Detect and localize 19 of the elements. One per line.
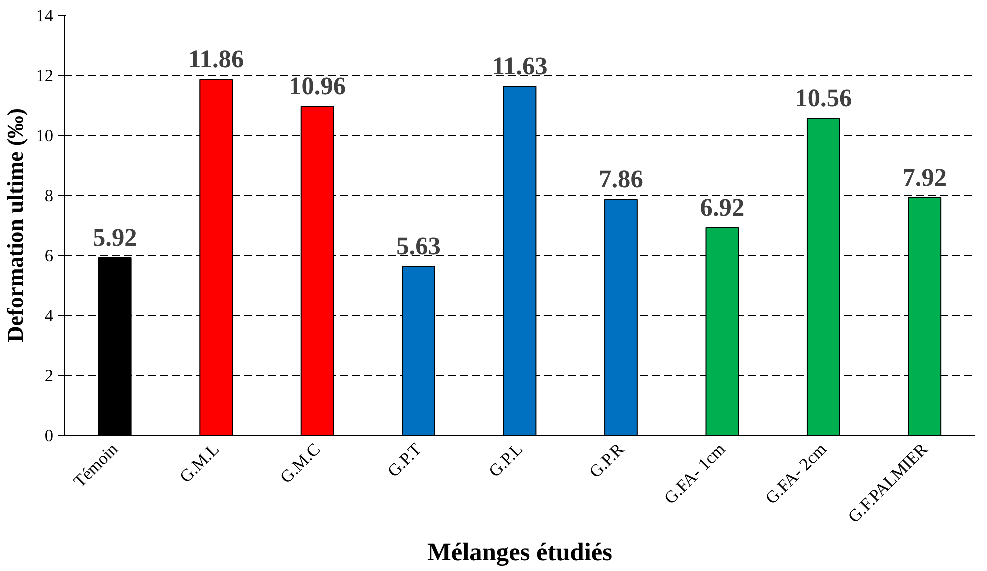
data-label: 7.92 [902, 164, 948, 192]
data-label: 11.63 [492, 52, 548, 81]
y-tick-label: 10 [36, 126, 54, 146]
y-tick-label: 12 [36, 66, 54, 86]
data-label: 6.92 [700, 194, 745, 222]
x-axis-title: Mélanges étudiés [427, 538, 613, 566]
y-tick-label: 6 [44, 246, 54, 266]
data-label: 5.92 [92, 224, 138, 252]
y-axis-title: Deformation ultime (‰) [3, 108, 28, 343]
data-label: 10.56 [795, 84, 852, 113]
y-tick-label: 0 [44, 426, 54, 446]
y-tick-label: 14 [36, 6, 54, 26]
y-tick-label: 8 [44, 186, 54, 206]
data-label: 5.63 [396, 232, 441, 261]
y-tick-label: 4 [44, 306, 54, 326]
data-label: 7.86 [599, 166, 644, 194]
y-tick-label: 2 [44, 366, 54, 386]
data-label: 11.86 [188, 46, 244, 74]
data-label: 10.96 [289, 72, 346, 101]
